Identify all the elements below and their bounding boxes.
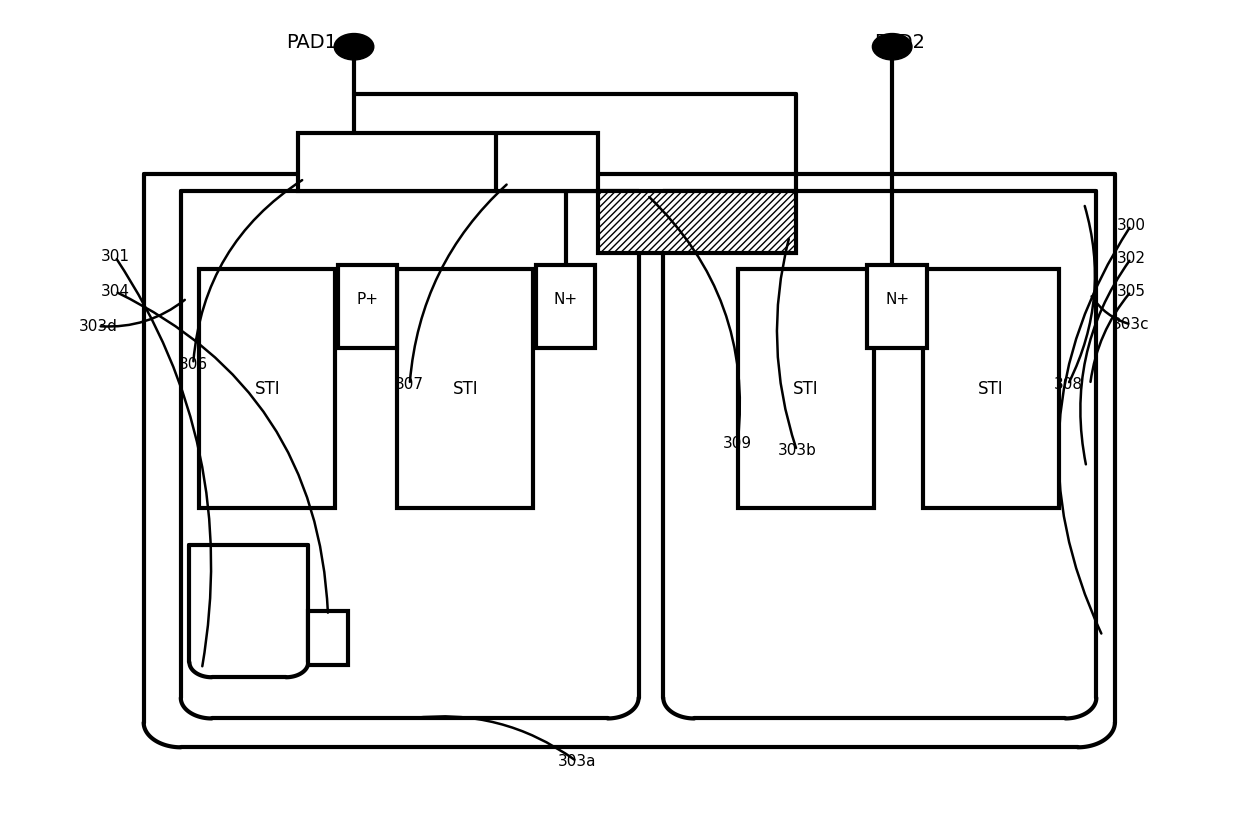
Text: STI: STI [453, 380, 479, 398]
Text: 301: 301 [100, 250, 130, 265]
Bar [299, 133, 598, 191]
Text: 303c: 303c [1112, 317, 1149, 332]
Text: 303d: 303d [78, 318, 118, 333]
Text: 303a: 303a [558, 754, 596, 769]
Text: 309: 309 [723, 437, 753, 452]
Text: N+: N+ [553, 292, 578, 308]
Bar [339, 265, 397, 347]
Bar [397, 270, 533, 509]
Text: STI: STI [978, 380, 1004, 398]
Text: PAD1: PAD1 [286, 33, 337, 52]
Text: STI: STI [792, 380, 818, 398]
Circle shape [335, 34, 373, 60]
Text: 306: 306 [179, 356, 208, 371]
Text: 304: 304 [100, 284, 130, 299]
Bar [868, 265, 926, 347]
Text: 305: 305 [1116, 284, 1146, 299]
Text: STI: STI [254, 380, 280, 398]
Bar [738, 270, 874, 509]
Text: P+: P+ [357, 292, 378, 308]
Circle shape [873, 34, 911, 60]
Text: 303b: 303b [777, 443, 816, 458]
Bar [309, 611, 347, 665]
Text: 300: 300 [1116, 218, 1146, 233]
Text: 302: 302 [1116, 251, 1146, 266]
Bar [536, 265, 595, 347]
Bar [200, 270, 336, 509]
Text: N+: N+ [885, 292, 909, 308]
Bar [598, 191, 796, 253]
Bar [923, 270, 1059, 509]
Text: 307: 307 [396, 377, 424, 392]
Text: 308: 308 [1053, 377, 1083, 392]
Text: PAD2: PAD2 [874, 33, 925, 52]
